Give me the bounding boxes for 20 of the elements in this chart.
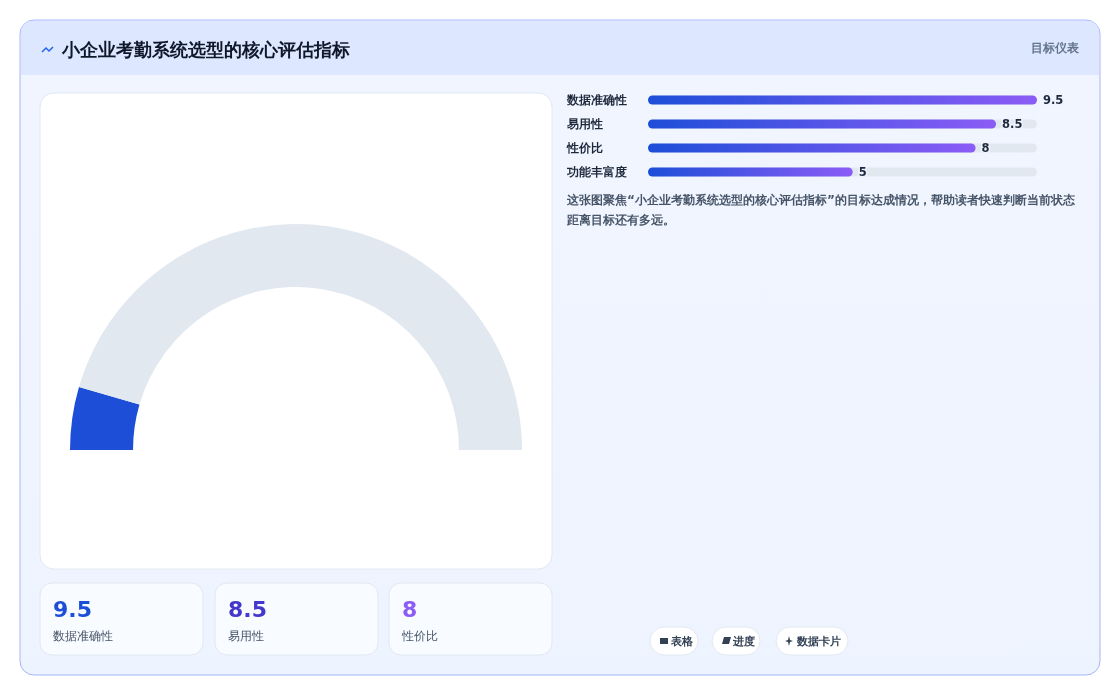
text: 数据准确性: [53, 629, 113, 643]
text: 性价比: [401, 629, 438, 643]
text: 8: [402, 597, 418, 622]
data-label: 5: [858, 165, 867, 179]
y-tick-label: 功能丰富度: [566, 165, 627, 179]
data-label: 8: [981, 141, 990, 155]
data-label: 9.5: [1043, 93, 1064, 107]
chart-title: 小企业考勤系统选型的核心评估指标: [61, 39, 350, 60]
y-tick-label: 数据准确性: [566, 93, 627, 107]
text: 8.5: [228, 597, 267, 622]
y-tick-label: 性价比: [566, 141, 603, 155]
text: 9.5: [53, 597, 92, 622]
y-tick-label: 易用性: [566, 117, 603, 131]
text: 目标仪表: [1031, 41, 1080, 55]
text: 表格: [670, 635, 694, 648]
data-label: 8.5: [1002, 117, 1023, 131]
text: 这张图聚焦“小企业考勤系统选型的核心评估指标”的目标达成情况，帮助读者快速判断当前状态距离目标还有多远。: [566, 193, 1076, 227]
text: 进度: [732, 635, 755, 648]
text: 易用性: [228, 629, 264, 643]
text: 数据卡片: [796, 635, 841, 648]
